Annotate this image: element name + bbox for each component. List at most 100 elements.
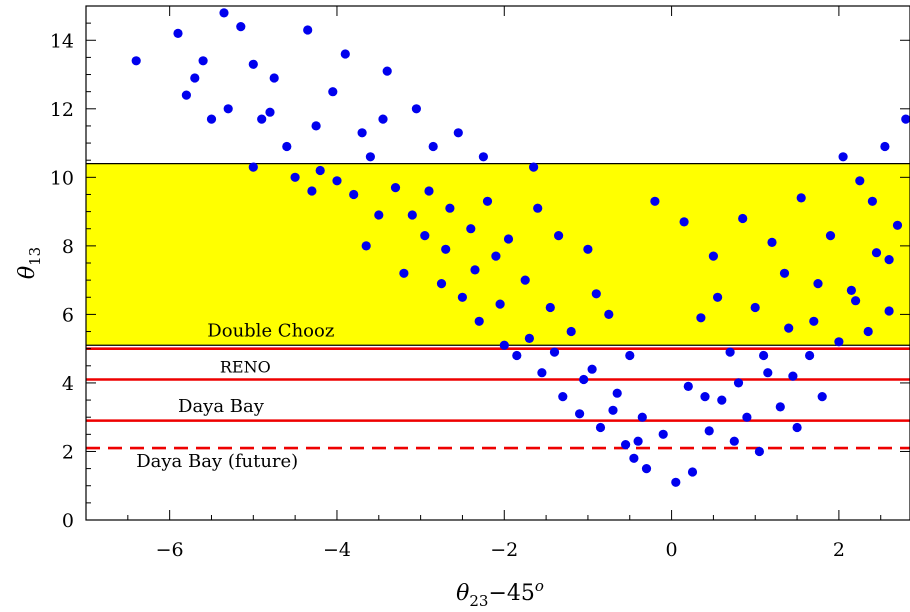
data-point — [173, 28, 183, 38]
x-axis-label-rest: −45 — [488, 581, 534, 606]
data-point — [457, 292, 467, 302]
data-point — [612, 388, 622, 398]
data-point — [809, 316, 819, 326]
data-point — [871, 248, 882, 258]
data-point — [491, 251, 501, 261]
data-point — [880, 141, 890, 152]
data-point — [265, 107, 275, 117]
data-point — [303, 25, 313, 35]
annotation-layer: Double Chooz RENO Daya Bay Daya Bay (future… — [136, 321, 334, 472]
x-tick-label: 2 — [833, 539, 845, 561]
x-tick-label: −6 — [156, 539, 184, 561]
data-point — [315, 165, 325, 176]
data-point — [248, 59, 258, 69]
data-point — [583, 244, 593, 254]
data-point — [604, 309, 614, 319]
data-point — [892, 220, 903, 230]
data-point — [411, 104, 421, 114]
data-point — [696, 313, 706, 323]
data-point — [846, 285, 857, 295]
data-point — [357, 128, 367, 138]
data-point — [867, 196, 878, 206]
data-point — [779, 268, 790, 278]
x-axis-label-theta: θ — [456, 581, 469, 606]
data-point — [365, 152, 375, 162]
data-point — [767, 237, 777, 247]
data-point — [884, 306, 894, 316]
annotation-label: RENO — [220, 358, 271, 377]
y-tick-label: 8 — [62, 236, 74, 258]
data-point — [658, 429, 668, 439]
data-point — [855, 176, 865, 186]
data-point — [219, 8, 229, 18]
y-tick-label: 4 — [62, 373, 74, 395]
data-point — [445, 203, 455, 213]
data-point — [503, 234, 514, 244]
data-point — [206, 114, 217, 124]
data-point — [813, 279, 823, 289]
data-point — [537, 368, 547, 378]
data-point — [512, 350, 522, 361]
data-point — [901, 114, 910, 124]
data-point — [579, 374, 589, 385]
limit-lines-layer — [86, 347, 910, 450]
data-point — [549, 347, 560, 357]
data-point — [750, 302, 760, 313]
data-point — [407, 210, 417, 220]
data-point — [650, 196, 660, 206]
data-point — [223, 104, 233, 114]
data-point — [441, 244, 451, 254]
y-tick-label: 6 — [62, 304, 74, 326]
data-point — [637, 412, 647, 422]
data-point — [566, 326, 576, 337]
data-point — [361, 241, 371, 251]
data-point — [763, 368, 773, 378]
data-point — [838, 152, 848, 162]
data-point — [759, 350, 769, 361]
data-point — [621, 440, 631, 450]
data-point — [805, 350, 815, 361]
data-point — [679, 217, 689, 227]
data-point — [595, 422, 606, 433]
data-point — [290, 172, 300, 182]
data-point — [533, 203, 543, 213]
data-point — [717, 395, 727, 405]
x-axis-label-subscript: 23 — [469, 592, 488, 610]
data-point — [625, 350, 635, 361]
x-axis-label: θ23−45o — [456, 577, 544, 610]
data-point — [311, 121, 321, 131]
data-point — [788, 371, 798, 381]
data-point — [307, 186, 317, 196]
data-point — [131, 56, 141, 66]
data-point — [236, 22, 246, 32]
annotation-label: Daya Bay (future) — [136, 451, 298, 472]
data-point — [671, 477, 681, 487]
data-point — [269, 73, 279, 83]
data-point — [641, 464, 652, 474]
data-point — [558, 392, 568, 402]
data-point — [817, 392, 827, 402]
data-point — [575, 409, 585, 419]
data-point — [725, 347, 735, 357]
data-point — [784, 323, 794, 333]
data-point — [378, 114, 388, 124]
data-point — [545, 302, 555, 313]
data-point — [349, 189, 359, 200]
data-point — [529, 162, 539, 172]
data-point — [328, 87, 338, 97]
data-point — [738, 213, 748, 224]
data-point — [729, 436, 739, 446]
data-point — [332, 176, 342, 186]
data-point — [482, 196, 493, 206]
data-point — [282, 141, 292, 152]
data-point — [470, 265, 480, 275]
x-tick-label: −4 — [323, 539, 351, 561]
x-axis-label-superscript: o — [535, 577, 544, 595]
axis-ticks-layer: −6 −4 −2 0 2 0 2 4 6 8 10 12 14 — [50, 6, 910, 561]
data-point — [181, 90, 191, 100]
data-point — [708, 251, 719, 261]
data-point — [796, 193, 806, 203]
data-point — [340, 49, 350, 59]
data-point — [775, 402, 785, 412]
data-point — [629, 453, 639, 463]
